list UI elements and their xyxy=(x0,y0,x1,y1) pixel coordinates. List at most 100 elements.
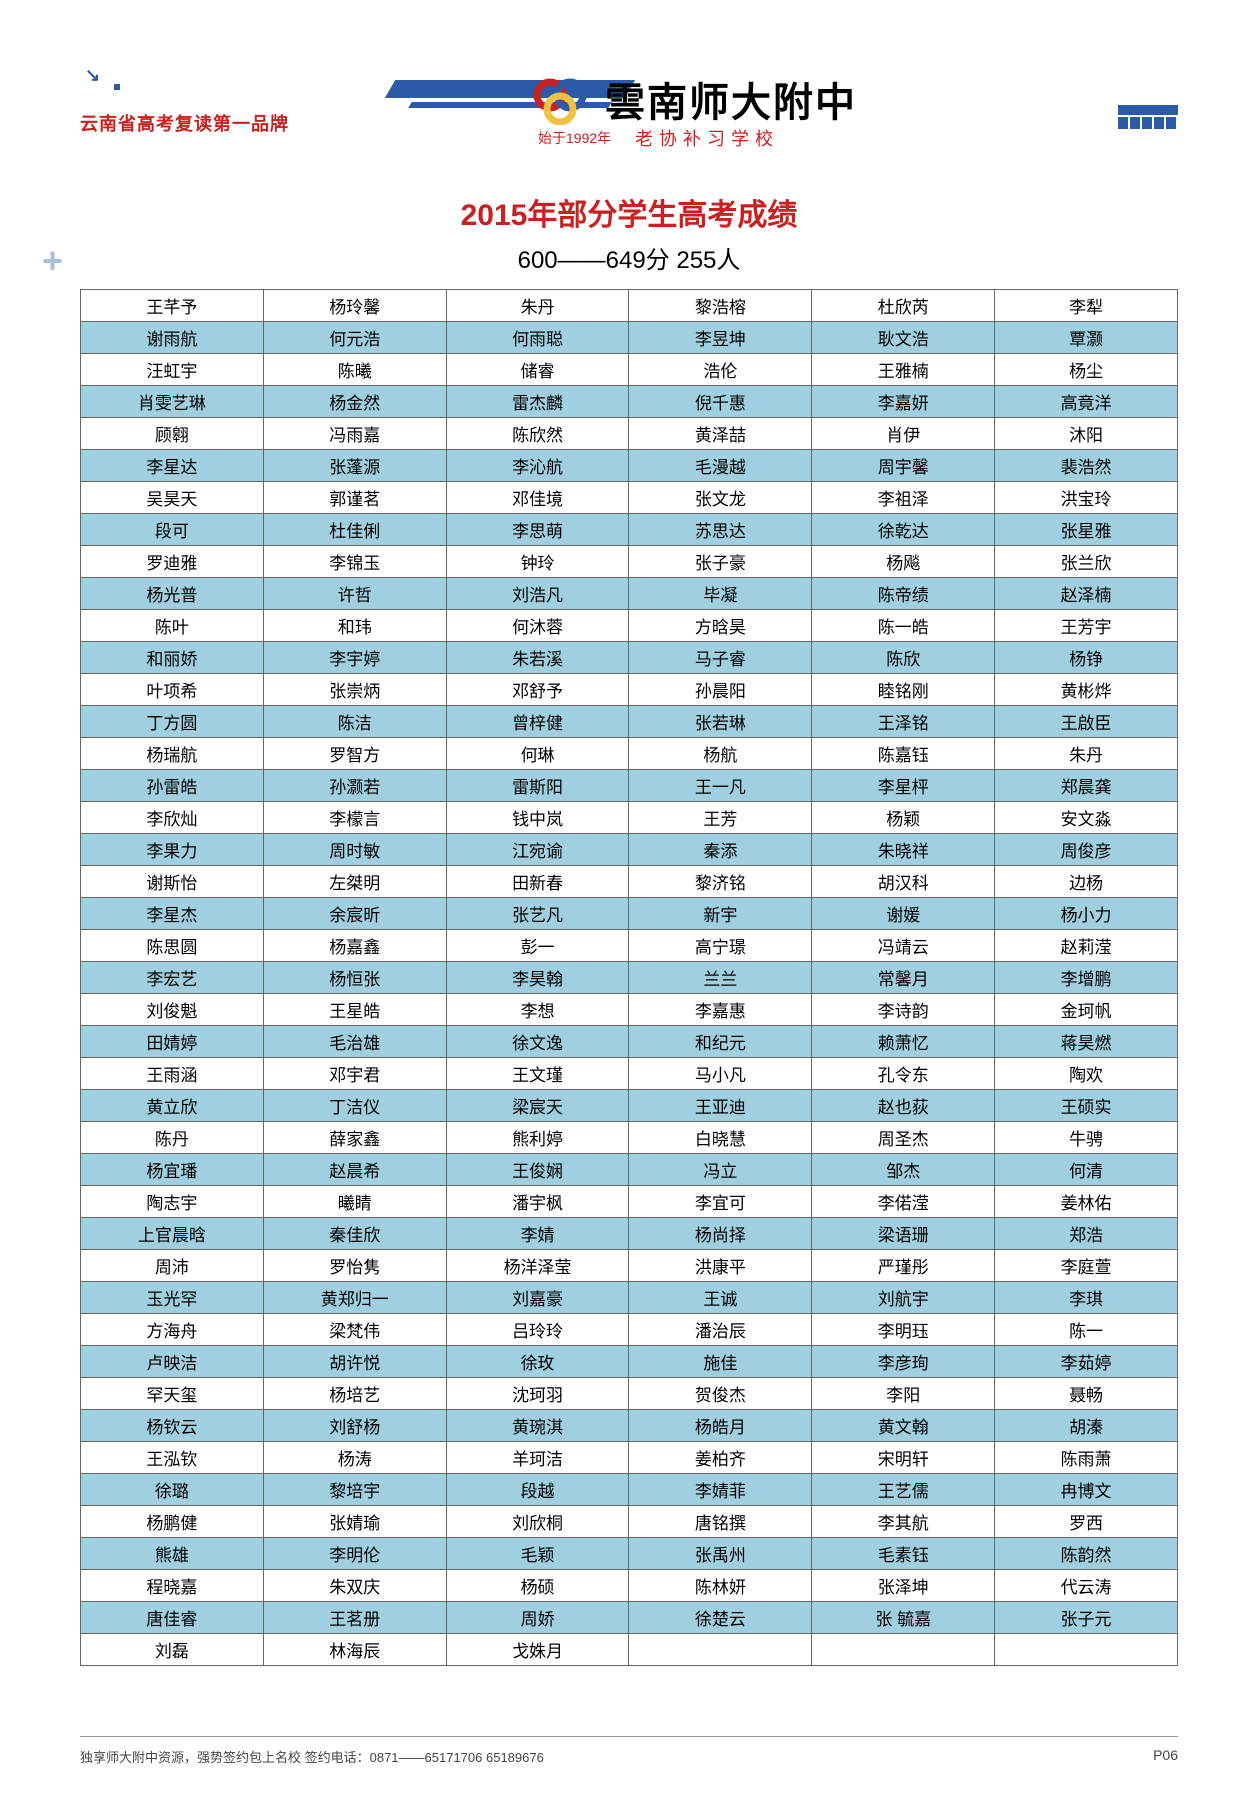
name-cell: 程晓嘉 xyxy=(81,1570,264,1602)
name-cell: 陈一 xyxy=(995,1314,1178,1346)
name-cell: 陈帝绩 xyxy=(812,578,995,610)
name-cell: 毛漫越 xyxy=(629,450,812,482)
name-cell: 赵也荻 xyxy=(812,1090,995,1122)
table-row: 罕天玺杨培艺沈珂羽贺俊杰李阳聂畅 xyxy=(81,1378,1178,1410)
table-row: 杨光普许哲刘浩凡毕凝陈帝绩赵泽楠 xyxy=(81,578,1178,610)
name-cell: 王亚迪 xyxy=(629,1090,812,1122)
name-cell: 李星达 xyxy=(81,450,264,482)
table-row: 上官晨晗秦佳欣李婧杨尚择梁语珊郑浩 xyxy=(81,1218,1178,1250)
name-cell: 李阳 xyxy=(812,1378,995,1410)
name-cell: 刘浩凡 xyxy=(446,578,629,610)
name-cell: 杜佳俐 xyxy=(263,514,446,546)
name-cell: 李琪 xyxy=(995,1282,1178,1314)
table-row: 徐璐黎培宇段越李婧菲王艺儒冉博文 xyxy=(81,1474,1178,1506)
name-cell: 王艺儒 xyxy=(812,1474,995,1506)
table-row: 肖雯艺琳杨金然雷杰麟倪千惠李嘉妍高竟洋 xyxy=(81,386,1178,418)
name-cell: 张崇炳 xyxy=(263,674,446,706)
name-cell: 李锦玉 xyxy=(263,546,446,578)
name-cell: 陈思圆 xyxy=(81,930,264,962)
name-cell: 毛治雄 xyxy=(263,1026,446,1058)
brand-slogan: 云南省高考复读第一品牌 xyxy=(80,110,289,136)
table-row: 王芊予杨玲馨朱丹黎浩榕杜欣芮李犁 xyxy=(81,290,1178,322)
name-cell: 新宇 xyxy=(629,898,812,930)
name-cell: 刘嘉豪 xyxy=(446,1282,629,1314)
name-cell: 杨钦云 xyxy=(81,1410,264,1442)
name-cell: 陈欣 xyxy=(812,642,995,674)
table-row: 段可杜佳俐李思萌苏思达徐乾达张星雅 xyxy=(81,514,1178,546)
name-cell: 毛素钰 xyxy=(812,1538,995,1570)
name-cell: 耿文浩 xyxy=(812,322,995,354)
name-cell: 陈叶 xyxy=(81,610,264,642)
name-cell: 孔令东 xyxy=(812,1058,995,1090)
names-table: 王芊予杨玲馨朱丹黎浩榕杜欣芮李犁谢雨航何元浩何雨聪李昱坤耿文浩覃灏汪虹宇陈曦储睿… xyxy=(80,289,1178,1666)
name-cell: 方海舟 xyxy=(81,1314,264,1346)
table-row: 刘磊林海辰戈姝月 xyxy=(81,1634,1178,1666)
name-cell: 王泽铭 xyxy=(812,706,995,738)
name-cell: 赖萧忆 xyxy=(812,1026,995,1058)
name-cell: 肖雯艺琳 xyxy=(81,386,264,418)
name-cell: 浩伦 xyxy=(629,354,812,386)
page-subtitle: 600——649分 255人 xyxy=(80,240,1178,275)
name-cell: 李檬言 xyxy=(263,802,446,834)
name-cell: 睦铭刚 xyxy=(812,674,995,706)
name-cell: 毛颖 xyxy=(446,1538,629,1570)
name-cell: 熊利婷 xyxy=(446,1122,629,1154)
name-cell: 徐文逸 xyxy=(446,1026,629,1058)
name-cell: 汪虹宇 xyxy=(81,354,264,386)
name-cell: 杨皓月 xyxy=(629,1410,812,1442)
name-cell: 谢斯怡 xyxy=(81,866,264,898)
name-cell: 陈曦 xyxy=(263,354,446,386)
name-cell: 邓佳境 xyxy=(446,482,629,514)
name-cell: 陶志宇 xyxy=(81,1186,264,1218)
name-cell: 何元浩 xyxy=(263,322,446,354)
name-cell: 唐铭撰 xyxy=(629,1506,812,1538)
name-cell: 刘航宇 xyxy=(812,1282,995,1314)
name-cell: 李星枰 xyxy=(812,770,995,802)
name-cell: 刘磊 xyxy=(81,1634,264,1666)
name-cell: 王芳 xyxy=(629,802,812,834)
name-cell: 梁语珊 xyxy=(812,1218,995,1250)
name-cell: 王茗册 xyxy=(263,1602,446,1634)
name-cell: 李宏艺 xyxy=(81,962,264,994)
name-cell: 沈珂羽 xyxy=(446,1378,629,1410)
name-cell: 郑晨龚 xyxy=(995,770,1178,802)
name-cell: 张文龙 xyxy=(629,482,812,514)
name-cell: 张星雅 xyxy=(995,514,1178,546)
table-row: 刘俊魁王星皓李想李嘉惠李诗韵金珂帆 xyxy=(81,994,1178,1026)
footer-text: 独享师大附中资源，强势签约包上名校 签约电话：0871——65171706 65… xyxy=(80,1747,544,1766)
name-cell: 田婧婷 xyxy=(81,1026,264,1058)
name-cell: 冉博文 xyxy=(995,1474,1178,1506)
name-cell: 黎浩榕 xyxy=(629,290,812,322)
name-cell: 杨铮 xyxy=(995,642,1178,674)
name-cell: 李茹婷 xyxy=(995,1346,1178,1378)
name-cell: 陈嘉钰 xyxy=(812,738,995,770)
name-cell: 李婧菲 xyxy=(629,1474,812,1506)
name-cell: 薛家鑫 xyxy=(263,1122,446,1154)
name-cell: 段可 xyxy=(81,514,264,546)
name-cell: 冯立 xyxy=(629,1154,812,1186)
name-cell: 叶项希 xyxy=(81,674,264,706)
name-cell: 丁洁仪 xyxy=(263,1090,446,1122)
table-row: 陈叶和玮何沐蓉方晗昊陈一皓王芳宇 xyxy=(81,610,1178,642)
name-cell: 贺俊杰 xyxy=(629,1378,812,1410)
table-row: 陶志宇曦睛潘宇枫李宜可李偌滢姜林佑 xyxy=(81,1186,1178,1218)
name-cell: 杨金然 xyxy=(263,386,446,418)
corner-blocks-icon xyxy=(1118,105,1178,129)
name-cell xyxy=(812,1634,995,1666)
name-cell: 李宇婷 xyxy=(263,642,446,674)
name-cell: 徐璐 xyxy=(81,1474,264,1506)
table-row: 李星杰余宸昕张艺凡新宇谢媛杨小力 xyxy=(81,898,1178,930)
name-cell: 覃灏 xyxy=(995,322,1178,354)
table-row: 杨钦云刘舒杨黄琬淇杨皓月黄文翰胡溱 xyxy=(81,1410,1178,1442)
name-cell: 李嘉惠 xyxy=(629,994,812,1026)
name-cell: 王星皓 xyxy=(263,994,446,1026)
name-cell: 冯雨嘉 xyxy=(263,418,446,450)
name-cell: 玉光罕 xyxy=(81,1282,264,1314)
name-cell: 杨涛 xyxy=(263,1442,446,1474)
name-cell: 李昊翰 xyxy=(446,962,629,994)
name-cell: 孙雷皓 xyxy=(81,770,264,802)
name-cell: 王一凡 xyxy=(629,770,812,802)
table-row: 唐佳睿王茗册周娇徐楚云张 毓嘉张子元 xyxy=(81,1602,1178,1634)
table-row: 黄立欣丁洁仪梁宸天王亚迪赵也荻王硕实 xyxy=(81,1090,1178,1122)
name-cell: 杨尘 xyxy=(995,354,1178,386)
